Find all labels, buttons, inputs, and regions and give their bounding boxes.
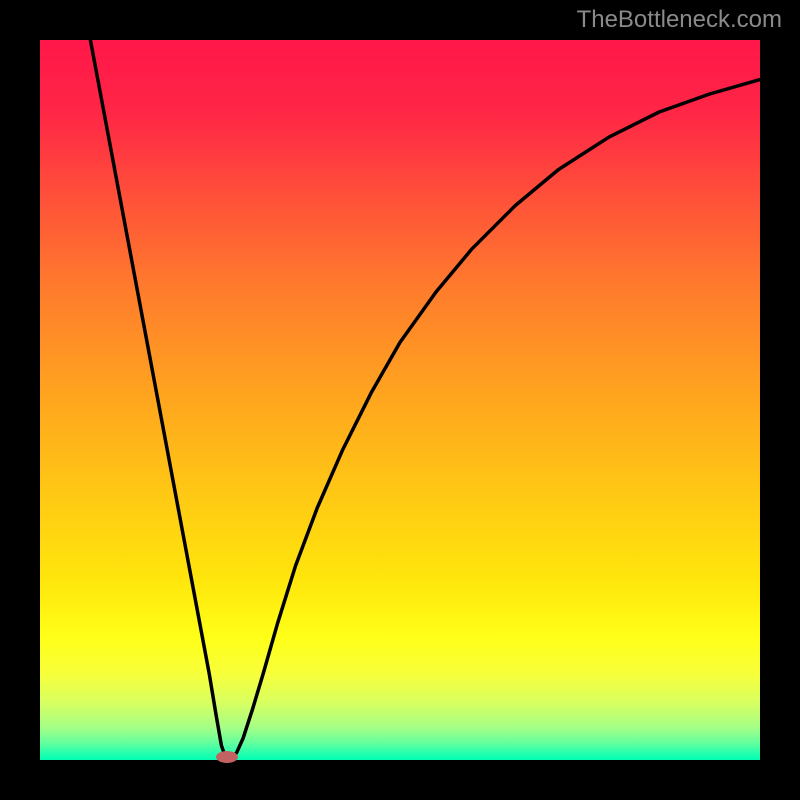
watermark-text: TheBottleneck.com [577, 6, 782, 34]
plot-area [40, 40, 760, 760]
minimum-marker [216, 751, 238, 763]
curve-line [40, 40, 760, 760]
